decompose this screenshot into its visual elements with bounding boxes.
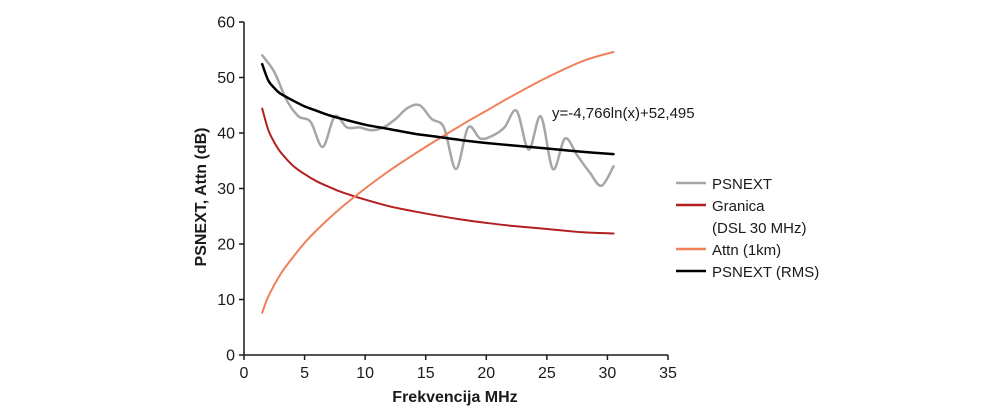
legend: PSNEXT Granica (DSL 30 MHz) Attn (1km) P… [676, 176, 819, 281]
x-tick-label: 15 [417, 365, 435, 382]
x-tick-label: 30 [599, 365, 617, 382]
axes-layer [243, 22, 668, 356]
x-tick-label: 5 [300, 365, 309, 382]
y-ticks: 0 10 20 30 40 50 60 [217, 15, 244, 365]
legend-label-psnext: PSNEXT [712, 176, 772, 193]
series-layer [260, 51, 615, 314]
y-tick-label: 30 [217, 181, 235, 198]
y-tick-label: 0 [226, 348, 235, 365]
y-tick-label: 50 [217, 70, 235, 87]
y-tick-label: 40 [217, 126, 235, 143]
trendline-equation: y=-4,766ln(x)+52,495 [552, 105, 695, 122]
y-tick-label: 10 [217, 292, 235, 309]
x-tick-label: 10 [356, 365, 374, 382]
series-psnext-rms-line [260, 62, 615, 156]
x-tick-label: 0 [240, 365, 249, 382]
x-axis-title: Frekvencija MHz [392, 389, 517, 406]
x-ticks: 0 5 10 15 20 25 30 35 [240, 355, 677, 382]
series-psnext-line [260, 54, 615, 187]
series-granica-line [261, 107, 615, 235]
x-tick-label: 35 [659, 365, 677, 382]
legend-label-attn: Attn (1km) [712, 242, 781, 259]
y-axis-title: PSNEXT, Attn (dB) [193, 128, 210, 267]
y-tick-label: 20 [217, 237, 235, 254]
legend-label-granica: Granica [712, 198, 765, 215]
y-tick-label: 60 [217, 15, 235, 32]
legend-label-granica-sub: (DSL 30 MHz) [712, 220, 806, 237]
x-tick-label: 20 [477, 365, 495, 382]
x-tick-label: 25 [538, 365, 556, 382]
legend-label-psnext-rms: PSNEXT (RMS) [712, 264, 819, 281]
series-attn-line [261, 51, 615, 314]
